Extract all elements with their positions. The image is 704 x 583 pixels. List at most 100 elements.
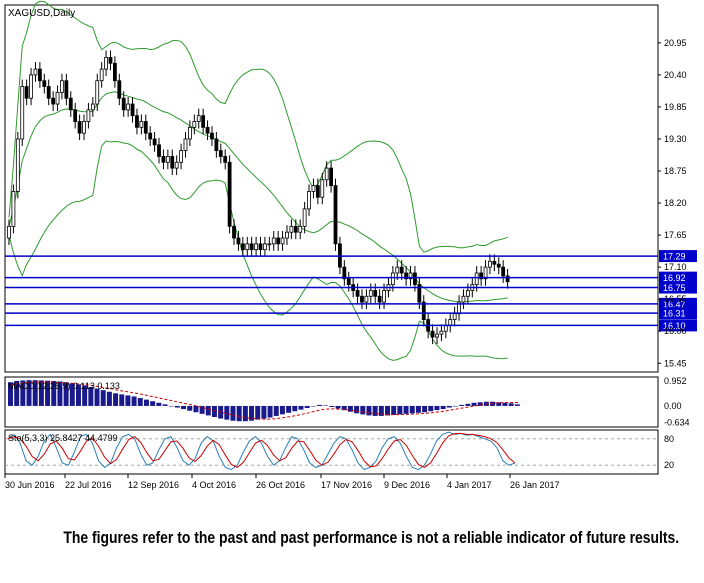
- macd-bar: [144, 400, 149, 406]
- macd-bar: [366, 406, 371, 415]
- candle-body: [188, 127, 191, 139]
- macd-bar: [193, 406, 198, 412]
- candle-body: [193, 122, 196, 128]
- candle-body: [113, 63, 116, 80]
- macd-bar: [181, 406, 186, 409]
- macd-bar: [447, 406, 452, 408]
- macd-bar: [212, 406, 217, 417]
- candle-body: [356, 290, 359, 296]
- macd-bar: [509, 403, 514, 406]
- macd-bar: [107, 392, 112, 406]
- candle-body: [294, 226, 297, 232]
- candle-body: [281, 238, 284, 244]
- x-tick-label: 26 Jan 2017: [510, 480, 560, 490]
- macd-bar: [113, 393, 118, 406]
- candle-body: [255, 244, 258, 250]
- candle-body: [374, 290, 377, 296]
- price-chart: [8, 1, 510, 360]
- candle-body: [493, 261, 496, 264]
- candle-body: [449, 320, 452, 326]
- candle-body: [56, 92, 59, 104]
- candle-body: [268, 244, 271, 245]
- macd-bar: [329, 406, 334, 407]
- macd-bar: [231, 406, 236, 421]
- macd-bar: [150, 401, 155, 406]
- candle-body: [175, 162, 178, 168]
- macd-bar: [206, 406, 211, 415]
- macd-bar: [187, 406, 192, 411]
- macd-bar: [292, 406, 297, 411]
- x-tick-label: 17 Nov 2016: [321, 480, 372, 490]
- candle-body: [122, 98, 125, 110]
- candle-body: [502, 267, 505, 276]
- candle-body: [60, 81, 63, 93]
- macd-bar: [268, 406, 273, 418]
- candle-body: [43, 81, 46, 87]
- price-tick-label: 19.85: [664, 102, 687, 112]
- candle-body: [158, 145, 161, 157]
- price-tick-label: 19.30: [664, 134, 687, 144]
- stochastic-label: Sto(5,3,3) 25.8427 44.4799: [8, 433, 118, 443]
- macd-label: MACD(12,26,9) 0.113 0.133: [8, 381, 120, 391]
- candle-body: [365, 296, 368, 302]
- candle-body: [30, 75, 33, 98]
- candle-body: [135, 116, 138, 128]
- horizontal-levels: 17.2916.9216.7516.4716.3116.10: [5, 250, 697, 331]
- macd-bar: [255, 406, 260, 420]
- candle-body: [440, 331, 443, 334]
- candle-body: [312, 186, 315, 192]
- price-tick-label: 17.10: [664, 262, 687, 272]
- macd-bar: [311, 406, 316, 407]
- candle-body: [466, 290, 469, 296]
- candle-body: [396, 267, 399, 273]
- candle-body: [100, 69, 103, 81]
- macd-bar: [465, 404, 470, 406]
- candle-body: [215, 139, 218, 151]
- candle-body: [197, 116, 200, 122]
- macd-bar: [274, 406, 279, 416]
- candle-body: [360, 296, 363, 302]
- candle-body: [334, 186, 337, 244]
- level-label: 17.29: [663, 252, 686, 262]
- candle-body: [299, 226, 302, 232]
- macd-bar: [515, 404, 520, 406]
- macd-tick-label: -0.634: [664, 418, 690, 428]
- candle-body: [308, 191, 311, 208]
- macd-bar: [243, 406, 248, 421]
- candle-body: [12, 191, 15, 226]
- candle-body: [206, 127, 209, 133]
- candle-body: [166, 156, 169, 162]
- candle-body: [87, 110, 90, 122]
- candle-body: [118, 81, 121, 98]
- candle-body: [488, 261, 491, 267]
- candle-body: [180, 151, 183, 163]
- price-tick-label: 16.55: [664, 294, 687, 304]
- level-label: 16.31: [663, 309, 686, 319]
- macd-tick-label: 0.952: [664, 376, 687, 386]
- macd-bar: [336, 406, 341, 409]
- candle-body: [250, 244, 253, 250]
- candle-body: [316, 186, 319, 198]
- candle-body: [369, 290, 372, 296]
- candle-body: [285, 232, 288, 238]
- sto-tick-label: 20: [664, 460, 674, 470]
- macd-bar: [428, 406, 433, 411]
- candle-body: [184, 139, 187, 151]
- candle-body: [96, 81, 99, 104]
- x-tick-label: 9 Dec 2016: [384, 480, 430, 490]
- candle-body: [21, 87, 24, 139]
- candle-body: [378, 296, 381, 302]
- candle-body: [105, 57, 108, 69]
- macd-bar: [298, 406, 303, 410]
- price-tick-label: 18.75: [664, 166, 687, 176]
- candle-body: [277, 238, 280, 244]
- candle-body: [131, 104, 134, 116]
- candle-body: [171, 156, 174, 168]
- macd-bar: [125, 395, 130, 406]
- candle-body: [140, 122, 143, 128]
- candle-body: [228, 162, 231, 226]
- candle-body: [383, 290, 386, 302]
- x-tick-label: 22 Jul 2016: [65, 480, 112, 490]
- candle-body: [47, 87, 50, 99]
